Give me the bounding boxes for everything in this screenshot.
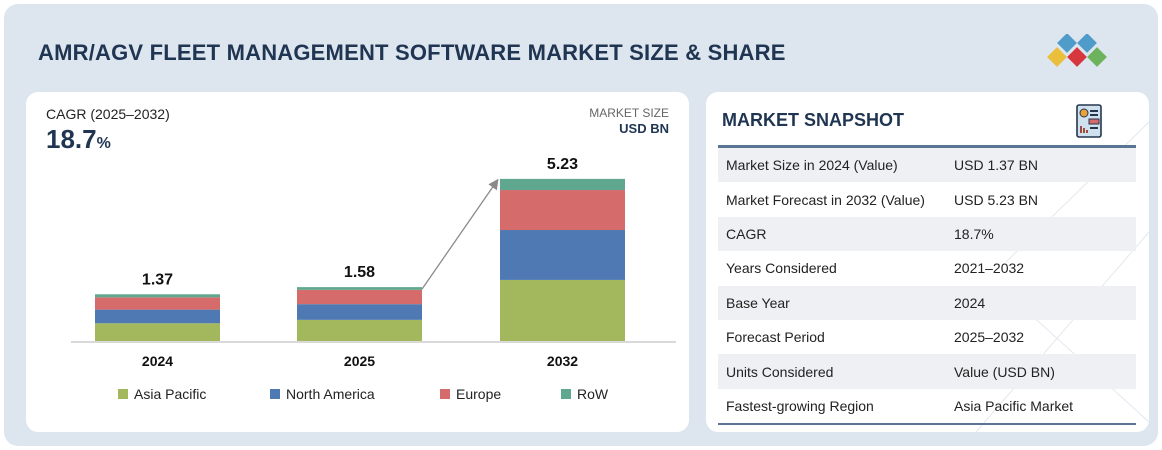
cagr-value: 18.7% bbox=[46, 124, 111, 154]
brand-logo-icon bbox=[1047, 34, 1107, 67]
legend-swatch bbox=[270, 389, 280, 399]
growth-arrow bbox=[421, 178, 499, 290]
snapshot-value: 2025–2032 bbox=[954, 329, 1025, 346]
legend-swatch bbox=[118, 389, 128, 399]
x-tick-label: 2024 bbox=[142, 353, 173, 369]
bar-segment-north-america-2032 bbox=[500, 230, 625, 280]
snapshot-key: Years Considered bbox=[726, 260, 837, 277]
legend-item: RoW bbox=[561, 386, 608, 402]
snapshot-value: Value (USD BN) bbox=[954, 363, 1055, 380]
x-tick-label: 2025 bbox=[344, 353, 375, 369]
bar-segment-asia-pacific-2025 bbox=[297, 319, 422, 341]
snapshot-value: Asia Pacific Market bbox=[954, 397, 1074, 414]
legend-item: Asia Pacific bbox=[118, 386, 206, 402]
snapshot-key: Units Considered bbox=[726, 363, 834, 380]
snapshot-row: Forecast Period 2025–2032 bbox=[718, 320, 1136, 354]
cagr-label: CAGR (2025–2032) bbox=[46, 106, 170, 122]
snapshot-key: CAGR bbox=[726, 225, 767, 242]
bar-segment-europe-2032 bbox=[500, 190, 625, 231]
bar-segment-asia-pacific-2024 bbox=[95, 323, 220, 341]
stacked-bar-chart: 1.37 2024 1.58 2025 5.23 2032 bbox=[71, 156, 676, 369]
legend-label: Europe bbox=[456, 386, 502, 402]
legend-label: North America bbox=[286, 386, 375, 402]
bar-segment-row-2032 bbox=[500, 178, 625, 191]
market-snapshot-panel: MARKET SNAPSHOT Market Size in 2024 (Val… bbox=[706, 92, 1149, 432]
snapshot-key: Fastest-growing Region bbox=[726, 397, 874, 414]
legend-swatch bbox=[561, 389, 571, 399]
snapshot-row: Market Forecast in 2032 (Value) USD 5.23 … bbox=[718, 182, 1136, 216]
bar-segment-row-2024 bbox=[95, 294, 220, 298]
snapshot-value: USD 1.37 BN bbox=[954, 157, 1039, 174]
snapshot-row: Years Considered 2021–2032 bbox=[718, 251, 1136, 285]
snapshot-value: 2021–2032 bbox=[954, 260, 1025, 277]
page-title: AMR/AGV FLEET MANAGEMENT SOFTWARE MARKET… bbox=[38, 40, 786, 65]
legend-label: RoW bbox=[577, 386, 609, 402]
snapshot-key: Market Size in 2024 (Value) bbox=[726, 157, 898, 174]
infographic-frame: AMR/AGV FLEET MANAGEMENT SOFTWARE MARKET… bbox=[4, 4, 1158, 446]
snapshot-row: CAGR 18.7% bbox=[718, 216, 1136, 252]
snapshot-value: USD 5.23 BN bbox=[954, 191, 1039, 208]
snapshot-row: Fastest-growing Region Asia Pacific Marke… bbox=[718, 389, 1136, 423]
report-document-icon bbox=[1076, 104, 1102, 138]
bar-segment-asia-pacific-2032 bbox=[500, 279, 625, 341]
market-size-unit: MARKET SIZE USD BN bbox=[589, 106, 669, 136]
snapshot-key: Forecast Period bbox=[726, 329, 825, 346]
legend-item: North America bbox=[270, 386, 375, 402]
snapshot-row: Units Considered Value (USD BN) bbox=[718, 354, 1136, 389]
bar-segment-north-america-2024 bbox=[95, 309, 220, 324]
bar-segment-europe-2024 bbox=[95, 297, 220, 310]
x-tick-label: 2032 bbox=[547, 353, 578, 369]
legend-label: Asia Pacific bbox=[134, 386, 207, 402]
bar-segment-europe-2025 bbox=[297, 289, 422, 305]
bar-segment-north-america-2025 bbox=[297, 304, 422, 320]
legend-swatch bbox=[440, 389, 450, 399]
snapshot-key: Base Year bbox=[726, 294, 790, 311]
snapshot-value: 2024 bbox=[954, 294, 986, 311]
bar-total-label: 1.37 bbox=[142, 271, 173, 288]
bar-total-label: 1.58 bbox=[344, 264, 375, 281]
bar-total-label: 5.23 bbox=[547, 156, 578, 173]
snapshot-title: MARKET SNAPSHOT bbox=[722, 110, 905, 130]
snapshot-key: Market Forecast in 2032 (Value) bbox=[726, 191, 925, 208]
snapshot-row: Base Year 2024 bbox=[718, 285, 1136, 320]
snapshot-table: Market Size in 2024 (Value) USD 1.37 BN Ma… bbox=[718, 145, 1136, 426]
bar-segment-row-2025 bbox=[297, 287, 422, 290]
snapshot-row: Market Size in 2024 (Value) USD 1.37 BN bbox=[718, 148, 1136, 183]
snapshot-value: 18.7% bbox=[954, 225, 994, 242]
market-size-chart-panel: CAGR (2025–2032) 18.7% MARKET SIZE USD BN… bbox=[26, 92, 689, 432]
legend-item: Europe bbox=[440, 386, 501, 402]
